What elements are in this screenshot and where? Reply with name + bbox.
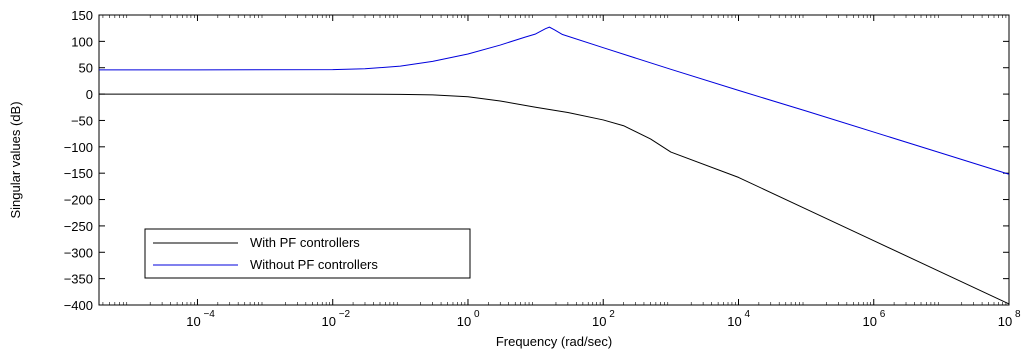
series-layer (99, 26, 1010, 305)
legend: With PF controllers Without PF controlle… (144, 228, 471, 279)
x-tick-label-exponent: 4 (744, 309, 750, 320)
x-tick-label: 10 (321, 314, 335, 329)
x-axis-label: Frequency (rad/sec) (496, 334, 612, 349)
x-tick-label-exponent: 8 (1015, 309, 1021, 320)
axis-tick-labels: 10 −4 10 −2 10 0 10 2 10 4 10 6 10 8150100500−50−100−… (64, 8, 1021, 329)
y-tick-label: 50 (79, 61, 93, 76)
legend-label-without-pf: Without PF controllers (250, 257, 378, 272)
x-tick-label: 10 (592, 314, 606, 329)
x-tick-label: 10 (457, 314, 471, 329)
y-tick-label: −100 (64, 140, 93, 155)
y-tick-label: −200 (64, 193, 93, 208)
y-tick-label: −400 (64, 298, 93, 313)
series-line-with-pf (99, 93, 1010, 305)
x-tick-label: 10 (727, 314, 741, 329)
y-axis-label: Singular values (dB) (8, 101, 23, 218)
legend-box (144, 228, 471, 279)
x-tick-label: 10 (863, 314, 877, 329)
y-tick-label: 100 (71, 34, 93, 49)
x-tick-label-exponent: 2 (609, 309, 615, 320)
y-tick-label: −250 (64, 219, 93, 234)
x-tick-label: 10 (186, 314, 200, 329)
x-tick-label: 10 (998, 314, 1012, 329)
x-tick-label-exponent: 0 (474, 309, 480, 320)
y-tick-label: −50 (71, 113, 93, 128)
legend-label-with-pf: With PF controllers (250, 235, 360, 250)
x-tick-label-exponent: 6 (880, 309, 886, 320)
series-line-without-pf (99, 26, 1010, 175)
axis-ticks (99, 14, 1010, 306)
y-tick-label: −300 (64, 245, 93, 260)
y-tick-label: 150 (71, 8, 93, 23)
y-tick-label: −350 (64, 272, 93, 287)
y-tick-label: 0 (86, 87, 93, 102)
x-tick-label-exponent: −4 (203, 309, 215, 320)
y-tick-label: −150 (64, 166, 93, 181)
x-tick-label-exponent: −2 (339, 309, 351, 320)
